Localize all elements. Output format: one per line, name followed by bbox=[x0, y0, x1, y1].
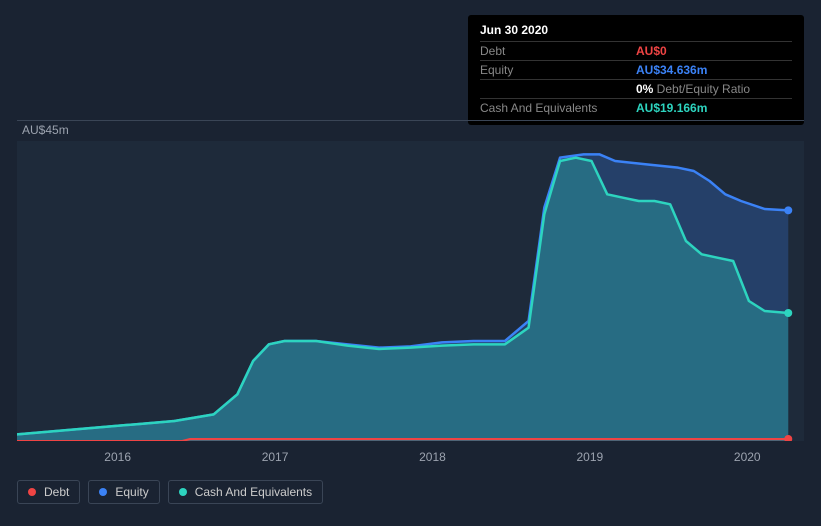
x-axis: 2016 2017 2018 2019 2020 bbox=[17, 450, 804, 470]
tooltip-row-label: Equity bbox=[480, 63, 636, 77]
x-tick: 2016 bbox=[104, 450, 131, 464]
series-marker-cash bbox=[784, 309, 792, 317]
tooltip-row: EquityAU$34.636m bbox=[480, 60, 792, 79]
legend-item[interactable]: Cash And Equivalents bbox=[168, 480, 323, 504]
series-marker-equity bbox=[784, 206, 792, 214]
tooltip-row: 0% Debt/Equity Ratio bbox=[480, 79, 792, 98]
x-tick: 2018 bbox=[419, 450, 446, 464]
legend-item[interactable]: Equity bbox=[88, 480, 159, 504]
legend-label: Cash And Equivalents bbox=[195, 485, 312, 499]
tooltip-row-label bbox=[480, 82, 636, 96]
tooltip-row-label: Debt bbox=[480, 44, 636, 58]
x-tick: 2017 bbox=[262, 450, 289, 464]
x-tick: 2019 bbox=[577, 450, 604, 464]
x-tick: 2020 bbox=[734, 450, 761, 464]
chart-legend: Debt Equity Cash And Equivalents bbox=[17, 480, 323, 504]
tooltip-row: DebtAU$0 bbox=[480, 41, 792, 60]
tooltip-row-value: AU$34.636m bbox=[636, 63, 792, 77]
tooltip-row-value: AU$0 bbox=[636, 44, 792, 58]
tooltip-row: Cash And EquivalentsAU$19.166m bbox=[480, 98, 792, 117]
tooltip-row-value: 0% Debt/Equity Ratio bbox=[636, 82, 792, 96]
legend-dot-icon bbox=[179, 488, 187, 496]
legend-dot-icon bbox=[99, 488, 107, 496]
legend-dot-icon bbox=[28, 488, 36, 496]
tooltip-row-label: Cash And Equivalents bbox=[480, 101, 636, 115]
tooltip-row-value: AU$19.166m bbox=[636, 101, 792, 115]
legend-label: Debt bbox=[44, 485, 69, 499]
legend-label: Equity bbox=[115, 485, 148, 499]
chart-tooltip: Jun 30 2020 DebtAU$0EquityAU$34.636m0% D… bbox=[468, 15, 804, 125]
tooltip-date: Jun 30 2020 bbox=[480, 23, 792, 37]
legend-item[interactable]: Debt bbox=[17, 480, 80, 504]
chart-plot-area[interactable] bbox=[17, 120, 804, 440]
